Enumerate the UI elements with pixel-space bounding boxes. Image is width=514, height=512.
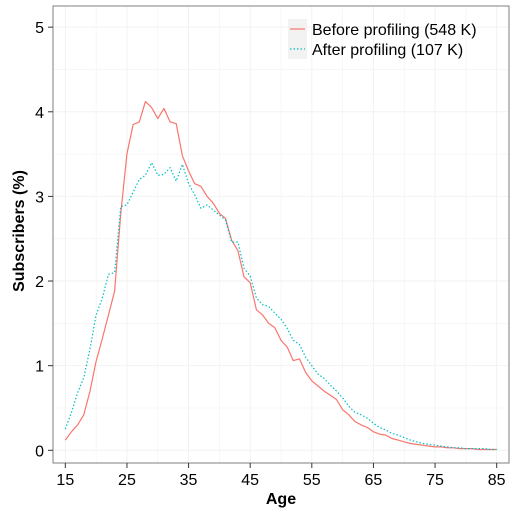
x-tick-label: 65 [365, 472, 383, 489]
x-tick-label: 55 [303, 472, 321, 489]
y-tick-label: 5 [35, 20, 44, 37]
x-tick-label: 45 [241, 472, 259, 489]
plot-frame [52, 5, 510, 464]
legend-label-after-profiling: After profiling (107 K) [312, 42, 463, 59]
series-line-before-profiling [64, 100, 497, 451]
series-lines [64, 100, 497, 451]
grid-lines [53, 6, 509, 463]
x-tick-label: 85 [488, 472, 506, 489]
y-tick-label: 4 [35, 105, 44, 122]
series-line-after-profiling [64, 162, 497, 451]
y-tick-label: 2 [35, 274, 44, 291]
x-tick-label: 75 [426, 472, 444, 489]
y-axis-title: Subscribers (%) [11, 170, 28, 292]
legend: Before profiling (548 K) After profiling… [288, 19, 477, 59]
legend-label-before-profiling: Before profiling (548 K) [312, 22, 477, 39]
x-tick-label: 15 [56, 472, 74, 489]
y-tick-label: 3 [35, 189, 44, 206]
y-tick-label: 1 [35, 359, 44, 376]
x-axis-title: Age [266, 491, 296, 508]
y-tick-label: 0 [35, 443, 44, 460]
x-tick-label: 35 [180, 472, 198, 489]
x-tick-label: 25 [118, 472, 136, 489]
